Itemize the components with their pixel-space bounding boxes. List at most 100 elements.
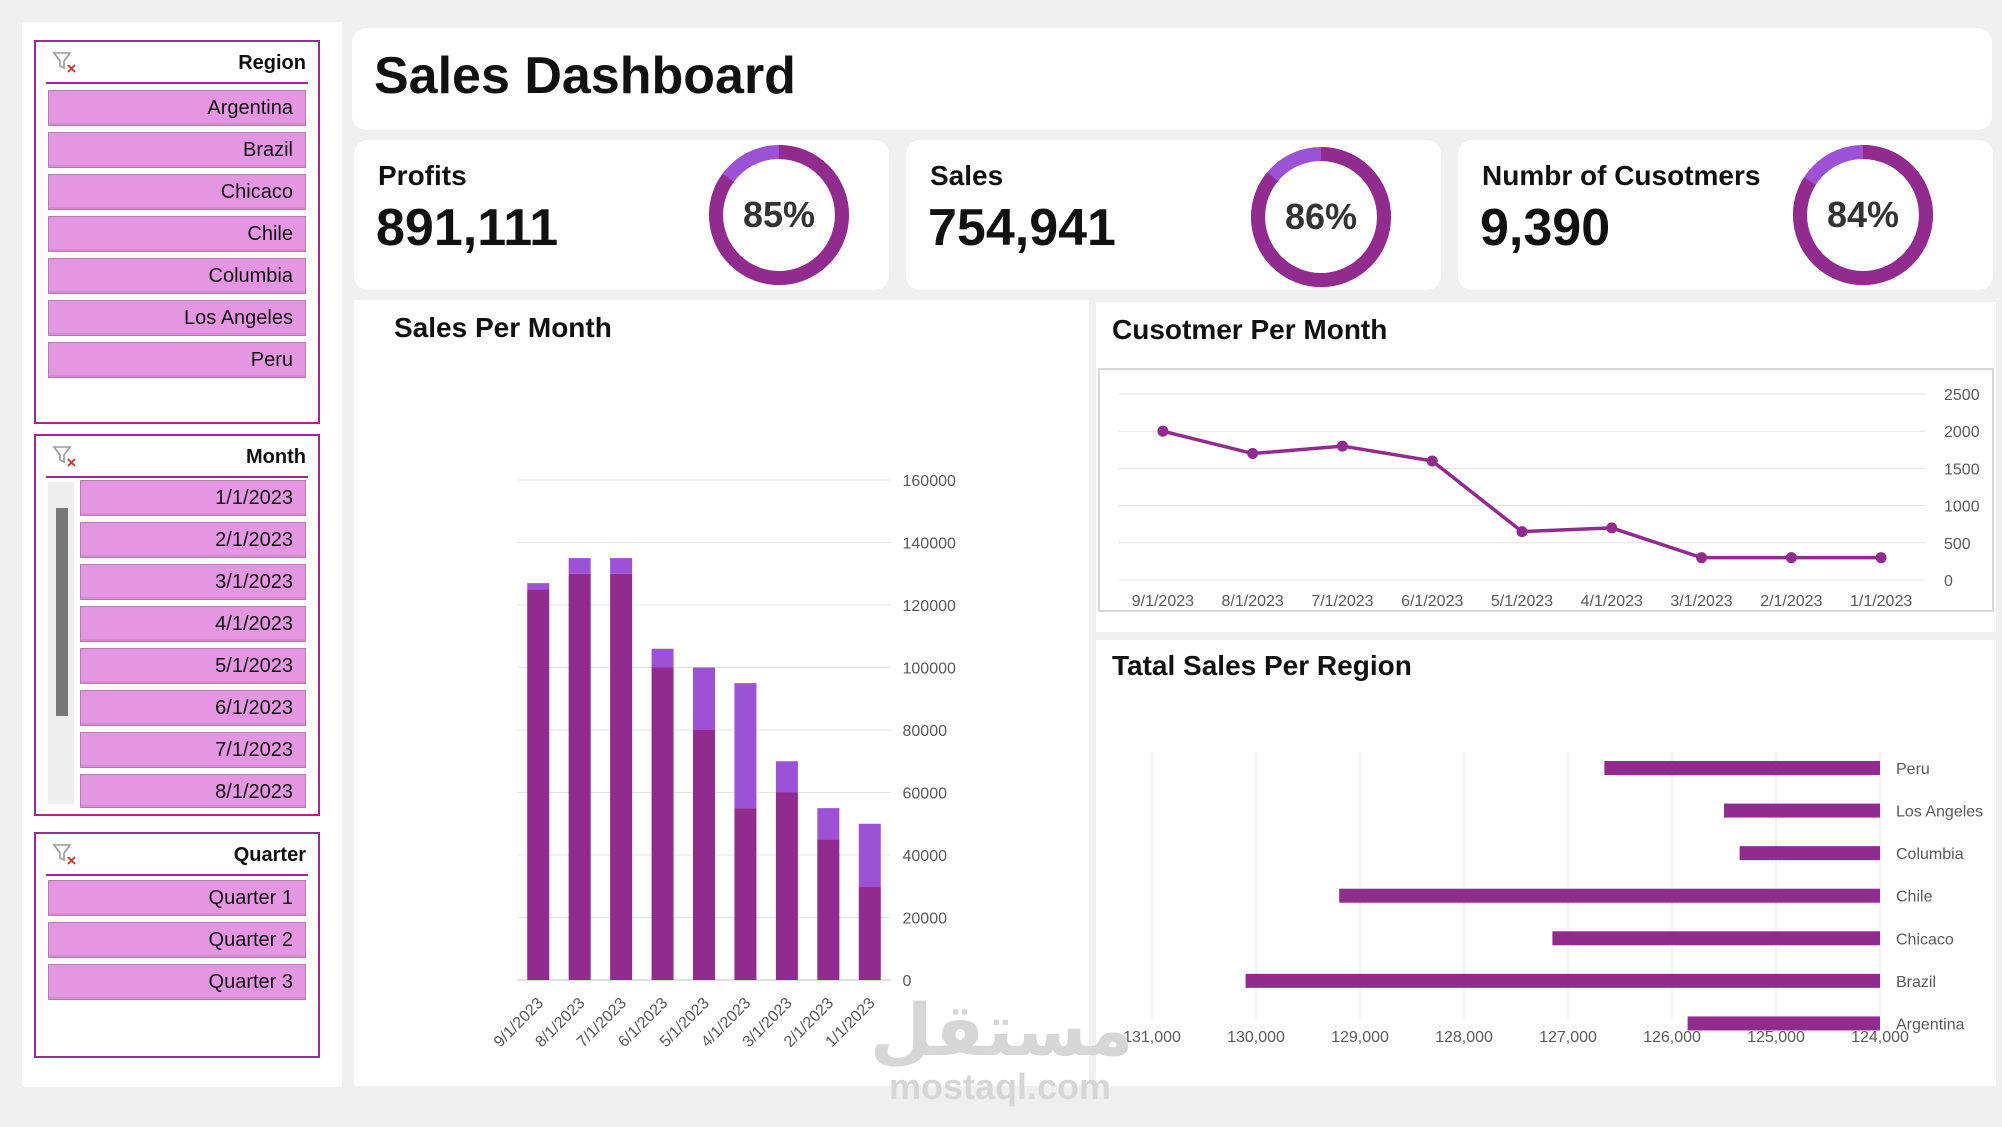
data-point — [1696, 552, 1708, 564]
y-tick-label: 20000 — [903, 911, 948, 928]
region-item-chicaco[interactable]: Chicaco — [48, 174, 306, 210]
chart-title: Sales Per Month — [394, 312, 612, 343]
region-bar — [1552, 931, 1880, 946]
page-title: Sales Dashboard — [374, 47, 796, 105]
month-slicer-scrollbar[interactable] — [48, 482, 74, 804]
bar-primary — [651, 667, 674, 980]
region-slicer-header: Region — [46, 48, 308, 84]
region-bar — [1339, 888, 1880, 903]
watermark: مستقل mostaql.com — [870, 995, 1133, 1107]
x-tick-label: 129,000 — [1331, 1029, 1389, 1046]
kpi-percent: 84% — [1826, 194, 1900, 235]
bar-primary — [858, 886, 881, 980]
chart-title: Cusotmer Per Month — [1112, 314, 1388, 345]
quarter-item-1[interactable]: Quarter 1 — [48, 880, 306, 916]
x-tick-label: 125,000 — [1747, 1029, 1805, 1046]
y-tick-label: Argentina — [1896, 1016, 1965, 1033]
customers-donut — [1793, 145, 1933, 285]
x-tick-label: 6/1/2023 — [1401, 593, 1463, 610]
bar-primary — [610, 573, 633, 980]
y-tick-label: 140000 — [903, 536, 956, 553]
bar-secondary — [734, 683, 757, 809]
region-item-argentina[interactable]: Argentina — [48, 90, 306, 126]
month-item[interactable]: 8/1/2023 — [80, 774, 306, 808]
x-tick-label: 124,000 — [1851, 1029, 1909, 1046]
sales-donut — [1251, 147, 1391, 287]
bar-secondary — [817, 808, 840, 840]
donut-value-arc — [1793, 145, 1933, 285]
bar-secondary — [527, 583, 550, 590]
y-tick-label: Brazil — [1896, 974, 1936, 991]
x-tick-label: 3/1/2023 — [1670, 593, 1732, 610]
y-tick-label: 40000 — [903, 848, 948, 865]
month-item[interactable]: 6/1/2023 — [80, 690, 306, 726]
bar-primary — [775, 792, 798, 980]
quarter-slicer-header: Quarter — [46, 840, 308, 876]
bar-primary — [568, 573, 591, 980]
sales-card: Sales 754,941 86% — [906, 140, 1441, 290]
x-tick-label: 126,000 — [1643, 1029, 1701, 1046]
month-item[interactable]: 4/1/2023 — [80, 606, 306, 642]
region-bar — [1739, 846, 1880, 861]
chart-plot-border — [1098, 368, 1994, 612]
data-point — [1516, 526, 1528, 538]
quarter-item-3[interactable]: Quarter 3 — [48, 964, 306, 1000]
y-tick-label: 0 — [903, 973, 912, 990]
chart-title: Tatal Sales Per Region — [1112, 650, 1412, 681]
month-slicer: Month 1/1/2023 2/1/2023 3/1/2023 4/1/202… — [34, 434, 320, 816]
month-item[interactable]: 3/1/2023 — [80, 564, 306, 600]
bar-primary — [693, 730, 715, 980]
region-item-peru[interactable]: Peru — [48, 342, 306, 378]
y-tick-label: 160000 — [903, 473, 956, 490]
y-tick-label: Los Angeles — [1896, 804, 1983, 821]
x-tick-label: 4/1/2023 — [1581, 593, 1643, 610]
region-item-los-angeles[interactable]: Los Angeles — [48, 300, 306, 336]
clear-filter-icon[interactable] — [52, 444, 78, 470]
kpi-value: 891,111 — [376, 199, 559, 257]
customers-card: Numbr of Cusotmers 9,390 84% — [1458, 140, 1993, 290]
sales-per-region-chart: 131,000 130,000 129,000 128,000 127,000 126,0… — [1123, 752, 1983, 1046]
kpi-percent: 86% — [1284, 196, 1358, 237]
kpi-value: 9,390 — [1480, 199, 1611, 257]
region-bar — [1687, 1016, 1880, 1031]
x-tick-label: 130,000 — [1227, 1029, 1285, 1046]
y-tick-label: Chicaco — [1896, 931, 1954, 948]
kpi-label: Profits — [378, 160, 467, 191]
kpi-label: Sales — [930, 160, 1004, 191]
kpi-value: 754,941 — [928, 199, 1116, 257]
bar-secondary — [775, 761, 798, 793]
sales-per-region-panel: Tatal Sales Per Region 131,000 130,000 129… — [1096, 640, 1996, 1086]
scrollbar-thumb[interactable] — [56, 508, 68, 716]
quarter-slicer: Quarter Quarter 1 Quarter 2 Quarter 3 — [34, 832, 320, 1058]
month-slicer-title: Month — [246, 446, 306, 468]
region-slicer-title: Region — [238, 52, 306, 74]
x-tick-label: 8/1/2023 — [1222, 593, 1284, 610]
region-slicer: Region Argentina Brazil Chicaco Chile Co… — [34, 40, 320, 424]
clear-filter-icon[interactable] — [52, 842, 78, 868]
data-point — [1426, 455, 1438, 467]
y-tick-label: 2000 — [1944, 424, 1980, 441]
month-item[interactable]: 7/1/2023 — [80, 732, 306, 768]
month-slicer-header: Month — [46, 442, 308, 478]
y-tick-label: 0 — [1944, 573, 1953, 590]
donut-value-arc — [1251, 147, 1391, 287]
quarter-item-2[interactable]: Quarter 2 — [48, 922, 306, 958]
x-tick-label: 131,000 — [1123, 1029, 1181, 1046]
clear-filter-icon[interactable] — [52, 50, 78, 76]
data-point — [1875, 552, 1887, 564]
customer-per-month-panel: Cusotmer Per Month 0 500 1000 1500 2000 2500 9… — [1096, 302, 1996, 632]
month-item[interactable]: 5/1/2023 — [80, 648, 306, 684]
y-tick-label: 1500 — [1944, 461, 1980, 478]
region-bar — [1724, 803, 1880, 818]
watermark-text: mostaql.com — [888, 1066, 1112, 1107]
data-point — [1157, 425, 1169, 437]
data-point — [1785, 552, 1797, 564]
sales-per-month-chart: 0 20000 40000 60000 80000 100000 120000 140000 1… — [491, 473, 956, 1051]
region-item-brazil[interactable]: Brazil — [48, 132, 306, 168]
month-item[interactable]: 2/1/2023 — [80, 522, 306, 558]
region-item-chile[interactable]: Chile — [48, 216, 306, 252]
y-tick-label: Chile — [1896, 889, 1933, 906]
month-item[interactable]: 1/1/2023 — [80, 480, 306, 516]
x-tick-label: 5/1/2023 — [1491, 593, 1553, 610]
region-item-columbia[interactable]: Columbia — [48, 258, 306, 294]
